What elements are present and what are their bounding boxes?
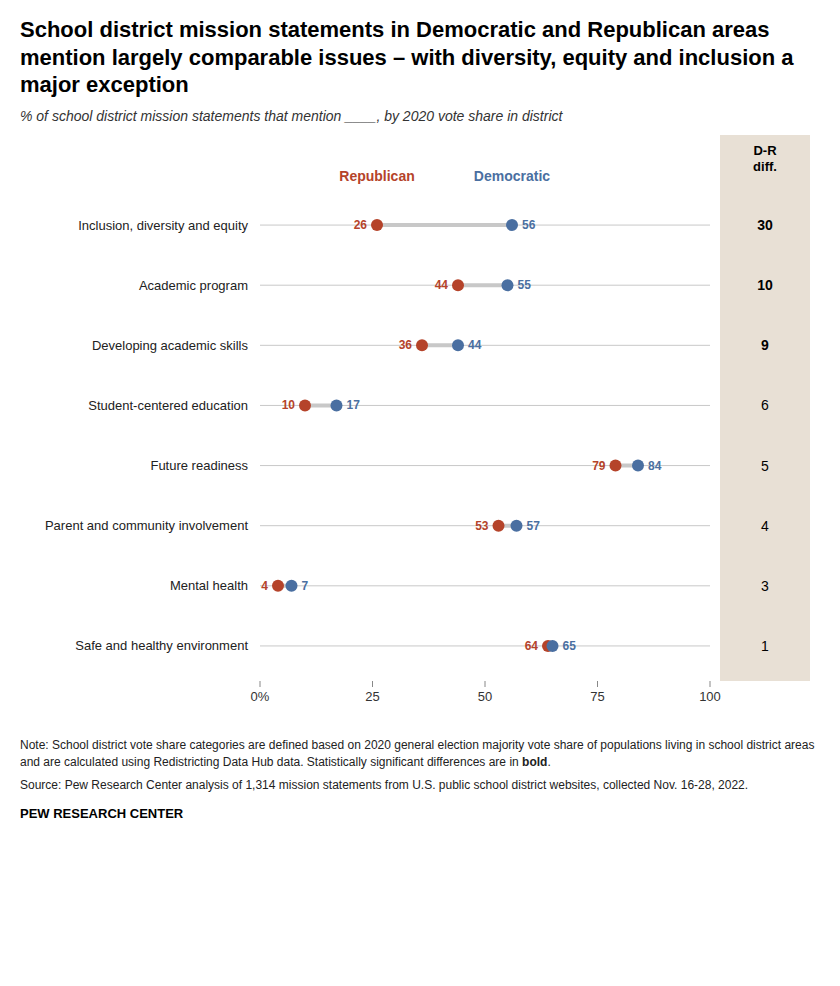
category-label: Mental health — [170, 579, 248, 594]
dot — [331, 400, 343, 412]
marks — [272, 219, 644, 652]
row-line — [260, 285, 710, 286]
data-label: 64 — [525, 639, 539, 653]
dot — [493, 520, 505, 532]
row-line — [260, 345, 710, 346]
diff-value: 3 — [761, 578, 769, 594]
data-label: 56 — [522, 218, 536, 232]
dot — [371, 219, 383, 231]
data-label: 79 — [592, 459, 606, 473]
credit: PEW RESEARCH CENTER — [20, 806, 820, 821]
dot — [506, 219, 518, 231]
data-label: 57 — [527, 519, 541, 533]
dot — [610, 460, 622, 472]
category-label: Safe and healthy environment — [75, 639, 248, 654]
note: Note: School district vote share categor… — [20, 737, 820, 771]
diff-value: 9 — [761, 338, 769, 354]
connector — [377, 223, 512, 227]
dot — [299, 400, 311, 412]
tick-label: 0% — [251, 689, 270, 704]
diff-value: 5 — [761, 458, 769, 474]
row-line — [260, 405, 710, 406]
diff-header-line: D-R — [753, 143, 777, 158]
dot — [511, 520, 523, 532]
data-label: 7 — [302, 579, 309, 593]
category-label: Inclusion, diversity and equity — [78, 218, 248, 233]
data-label: 53 — [475, 519, 489, 533]
source: Source: Pew Research Center analysis of … — [20, 777, 820, 794]
tick — [260, 681, 261, 687]
dot — [502, 280, 514, 292]
legend-entry: Republican — [339, 168, 414, 184]
category-label: Academic program — [139, 278, 248, 293]
legend-entry: Democratic — [474, 168, 550, 184]
category-label: Developing academic skills — [92, 338, 249, 353]
category-label: Future readiness — [150, 458, 248, 473]
data-label: 17 — [347, 399, 361, 413]
page: School district mission statements in De… — [0, 0, 840, 821]
note-part: Note: School district vote share categor… — [20, 738, 814, 769]
tick — [597, 681, 598, 687]
diff-value: 4 — [761, 518, 769, 534]
tick — [485, 681, 486, 687]
diff-panel — [720, 135, 810, 681]
data-label: 84 — [648, 459, 662, 473]
data-label: 10 — [282, 399, 296, 413]
dot — [452, 340, 464, 352]
diff-value: 1 — [761, 638, 769, 654]
diff-value: 10 — [757, 278, 773, 294]
diff-value: 30 — [757, 217, 773, 233]
tick-label: 75 — [590, 689, 604, 704]
dot — [286, 580, 298, 592]
row-line — [260, 225, 710, 226]
row-line — [260, 646, 710, 647]
diff-header: D-Rdiff. — [753, 143, 777, 174]
note-part: bold — [522, 755, 547, 769]
diff-header-line: diff. — [753, 159, 777, 174]
title: School district mission statements in De… — [20, 16, 820, 99]
tick-label: 50 — [478, 689, 492, 704]
data-label: 44 — [468, 339, 482, 353]
data-label: 55 — [518, 279, 532, 293]
data-label: 65 — [563, 639, 577, 653]
category-label: Student-centered education — [88, 398, 248, 413]
data-label: 4 — [261, 579, 268, 593]
tick — [710, 681, 711, 687]
dot — [452, 280, 464, 292]
dot — [547, 640, 559, 652]
row-line — [260, 586, 710, 587]
dot — [632, 460, 644, 472]
data-label: 36 — [399, 339, 413, 353]
chart: Inclusion, diversity and equity Academic … — [20, 131, 820, 731]
data-label: 44 — [435, 279, 449, 293]
note-part: . — [547, 755, 550, 769]
diff-value: 6 — [761, 398, 769, 414]
dot — [272, 580, 284, 592]
tick — [372, 681, 373, 687]
dot — [416, 340, 428, 352]
connector — [458, 284, 508, 288]
tick-label: 100 — [699, 689, 721, 704]
subtitle: % of school district mission statements … — [20, 107, 820, 126]
tick-label: 25 — [365, 689, 379, 704]
category-label: Parent and community involvement — [45, 519, 248, 534]
data-label: 26 — [354, 218, 368, 232]
